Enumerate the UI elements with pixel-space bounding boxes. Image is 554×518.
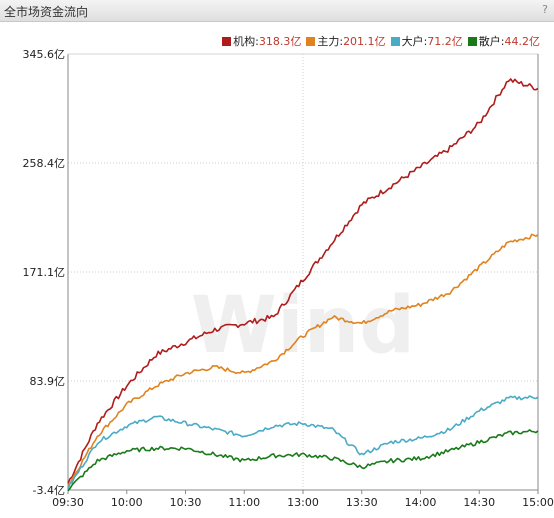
x-tick-label: 14:30 — [463, 496, 495, 509]
legend-label: 大户 — [401, 35, 424, 48]
x-tick-label: 13:00 — [287, 496, 319, 509]
series-line-2 — [67, 233, 539, 487]
chart-legend: 机构:318.3亿 主力:201.1亿 大户:71.2亿 散户:44.2亿 — [217, 34, 540, 48]
panel-title: 全市场资金流向 — [4, 5, 89, 19]
x-tick-label: 13:30 — [346, 496, 378, 509]
legend-item-zhuli[interactable]: 主力:201.1亿 — [306, 33, 386, 49]
legend-swatch — [222, 36, 232, 46]
panel-titlebar: 全市场资金流向 ? — [0, 0, 554, 22]
legend-item-dahu[interactable]: 大户:71.2亿 — [390, 33, 463, 49]
legend-value: 318.3亿 — [258, 35, 302, 48]
watermark-text: Wind — [191, 281, 415, 371]
legend-item-jigou[interactable]: 机构:318.3亿 — [222, 33, 301, 49]
legend-value: 44.2亿 — [504, 35, 541, 48]
y-tick-label: 171.1亿 — [23, 266, 66, 279]
series-line-1 — [67, 78, 539, 484]
x-tick-label: 11:00 — [228, 496, 260, 509]
y-tick-label: 258.4亿 — [23, 157, 66, 170]
help-icon[interactable]: ? — [542, 3, 548, 16]
legend-label: 主力 — [317, 35, 340, 48]
y-tick-label: -3.4亿 — [33, 484, 65, 497]
legend-value: 71.2亿 — [427, 35, 463, 48]
legend-label: 散户 — [478, 35, 501, 48]
series-line-4 — [67, 429, 539, 492]
legend-item-sanhu[interactable]: 散户:44.2亿 — [467, 33, 541, 49]
legend-swatch — [467, 36, 477, 46]
y-tick-label: 83.9亿 — [30, 375, 66, 388]
legend-swatch — [306, 36, 316, 46]
legend-swatch — [390, 36, 400, 46]
series-line-3 — [67, 395, 539, 490]
x-tick-label: 14:00 — [405, 496, 437, 509]
x-tick-label: 10:00 — [111, 496, 143, 509]
x-tick-label: 10:30 — [170, 496, 202, 509]
x-tick-label: 15:00 — [522, 496, 554, 509]
legend-label: 机构 — [233, 35, 256, 48]
legend-value: 201.1亿 — [343, 35, 386, 48]
y-tick-label: 345.6亿 — [23, 48, 66, 61]
x-tick-label: 09:30 — [52, 496, 84, 509]
